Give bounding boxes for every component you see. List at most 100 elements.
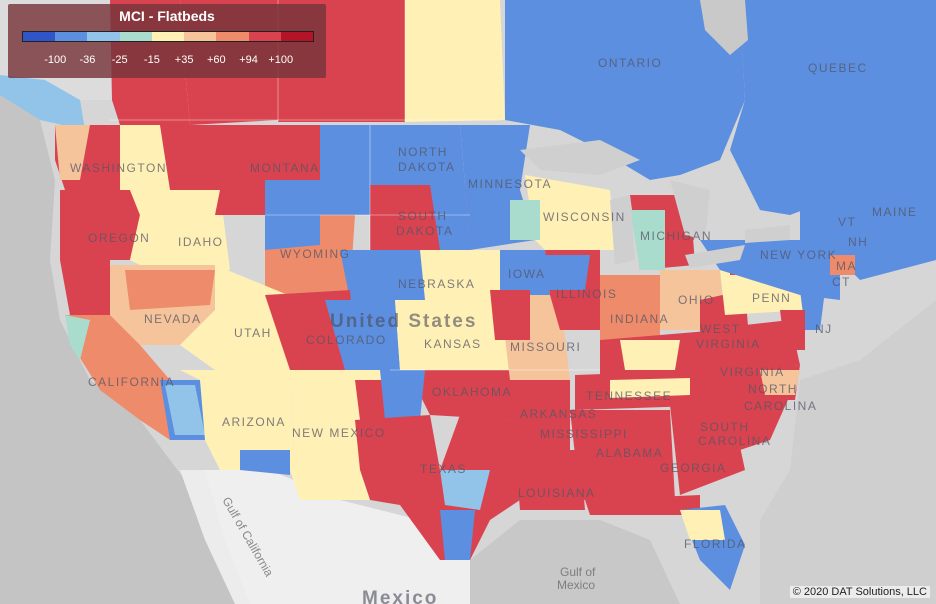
label-michigan: MICHIGAN — [640, 229, 712, 243]
region-texas-south[interactable] — [440, 510, 475, 560]
region-new-england[interactable] — [800, 170, 936, 280]
label-ct: CT — [832, 275, 851, 289]
region-michigan-w[interactable] — [630, 210, 665, 270]
region-texas-light[interactable] — [440, 470, 490, 510]
region-ma[interactable] — [830, 255, 855, 275]
label-gulf-mexico-2: Mexico — [557, 578, 595, 592]
region-bc-coast[interactable] — [0, 75, 85, 130]
label-arkansas: ARKANSAS — [520, 407, 597, 421]
region-tn-light[interactable] — [610, 378, 690, 398]
legend-title: MCI - Flatbeds — [119, 8, 215, 24]
region-hudson — [700, 0, 748, 55]
region-nm-east[interactable] — [355, 380, 390, 420]
region-texas-west[interactable] — [290, 470, 370, 500]
region-oregon-south[interactable] — [60, 260, 110, 315]
region-nc-east[interactable] — [760, 370, 800, 395]
region-washington-coast[interactable] — [55, 125, 90, 180]
region-socal-light[interactable] — [165, 385, 205, 435]
label-washington: WASHINGTON — [70, 161, 167, 175]
region-california-coast[interactable] — [65, 315, 90, 360]
region-arkansas[interactable] — [510, 380, 570, 450]
region-wisconsin-light[interactable] — [510, 200, 540, 240]
label-new-mexico: NEW MEXICO — [292, 426, 386, 440]
label-nebraska: NEBRASKA — [398, 277, 475, 291]
label-south-carolina-2: CAROLINA — [698, 434, 771, 448]
region-wyoming-n[interactable] — [265, 215, 320, 250]
region-south-carolina[interactable] — [720, 395, 790, 450]
region-california[interactable] — [65, 315, 180, 440]
legend-swatch — [280, 32, 313, 41]
region-kansas[interactable] — [395, 300, 510, 370]
region-nebraska-west[interactable] — [340, 250, 425, 300]
lake-huron — [670, 180, 710, 240]
region-florida-panhandle[interactable] — [585, 495, 700, 515]
region-georgia[interactable] — [670, 400, 745, 495]
baja-california — [180, 470, 250, 604]
label-penn: PENN — [752, 291, 791, 305]
region-nevada-n[interactable] — [125, 270, 215, 310]
region-idaho[interactable] — [120, 125, 230, 270]
label-south-dakota-1: SOUTH — [398, 209, 448, 223]
legend-swatch — [23, 32, 56, 41]
label-indiana: INDIANA — [610, 312, 669, 326]
region-texas[interactable] — [360, 415, 520, 560]
region-oregon[interactable] — [60, 190, 140, 260]
region-mt-e2[interactable] — [320, 125, 370, 180]
label-mexico: Mexico — [362, 588, 438, 604]
legend-swatch — [87, 32, 120, 41]
region-ok-west[interactable] — [380, 370, 425, 420]
region-louisiana[interactable] — [515, 450, 585, 510]
region-mississippi[interactable] — [570, 410, 620, 500]
copyright-notice: © 2020 DAT Solutions, LLC — [789, 586, 930, 598]
legend-tick-label: +60 — [206, 54, 226, 66]
lake-erie — [685, 245, 745, 268]
label-nevada: NEVADA — [144, 312, 201, 326]
legend-tick-label: +35 — [174, 54, 194, 66]
legend-tick-label: +100 — [268, 54, 294, 66]
region-missouri-e[interactable] — [490, 290, 530, 340]
legend-tick-label: -36 — [79, 54, 96, 66]
region-manitoba[interactable] — [405, 0, 505, 122]
region-ontario[interactable] — [505, 0, 745, 180]
region-indiana[interactable] — [600, 275, 660, 340]
label-maine: MAINE — [872, 205, 918, 219]
region-quebec[interactable] — [730, 0, 936, 215]
region-north-dakota[interactable] — [370, 125, 465, 185]
region-arizona[interactable] — [180, 370, 295, 470]
legend-tick-label: +94 — [239, 54, 258, 66]
label-north-dakota-2: DAKOTA — [398, 160, 455, 174]
region-colorado-e[interactable] — [325, 300, 400, 370]
region-new-jersey[interactable] — [800, 290, 825, 330]
label-utah: UTAH — [234, 326, 272, 340]
region-delmarva[interactable] — [780, 310, 805, 350]
region-arizona-south[interactable] — [240, 450, 290, 475]
label-west-virginia-1: WEST — [700, 322, 741, 336]
label-north-carolina-2: CAROLINA — [744, 399, 817, 413]
label-california: CALIFORNIA — [88, 375, 175, 389]
region-montana-east[interactable] — [265, 180, 370, 215]
region-alabama[interactable] — [620, 410, 675, 500]
label-south-dakota-2: DAKOTA — [396, 224, 453, 238]
label-north-dakota-1: NORTH — [398, 145, 448, 159]
label-wyoming: WYOMING — [280, 247, 351, 261]
region-montana[interactable] — [160, 125, 320, 215]
label-united-states: United States — [330, 311, 477, 332]
lake-michigan — [610, 195, 635, 265]
legend-swatch — [248, 32, 281, 41]
legend-tick-label: -15 — [143, 54, 160, 66]
region-florida-n[interactable] — [680, 510, 725, 540]
legend-tick-label: -100 — [44, 54, 67, 66]
region-sd-east[interactable] — [430, 185, 470, 250]
region-wisconsin[interactable] — [525, 175, 615, 250]
legend-swatch — [151, 32, 185, 41]
lake-ontario — [745, 225, 790, 243]
label-oregon: OREGON — [88, 231, 150, 245]
region-texas-panhandle[interactable] — [355, 415, 440, 470]
label-ontario: ONTARIO — [598, 56, 662, 70]
region-utah[interactable] — [180, 265, 300, 370]
label-oklahoma: OKLAHOMA — [432, 385, 512, 399]
region-illinois-blue[interactable] — [530, 255, 590, 290]
label-iowa: IOWA — [508, 267, 546, 281]
region-ky-light[interactable] — [620, 340, 680, 370]
